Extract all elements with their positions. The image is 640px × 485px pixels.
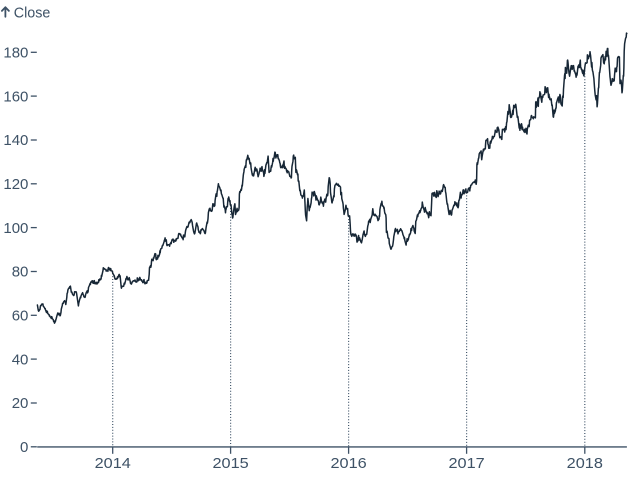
- svg-text:2016: 2016: [331, 455, 367, 472]
- svg-text:20: 20: [12, 395, 29, 412]
- svg-text:2018: 2018: [567, 455, 603, 472]
- svg-text:160: 160: [3, 88, 28, 105]
- svg-text:120: 120: [3, 176, 28, 193]
- svg-text:2017: 2017: [449, 455, 485, 472]
- svg-text:40: 40: [12, 351, 29, 368]
- svg-text:60: 60: [12, 308, 29, 325]
- svg-text:80: 80: [12, 264, 29, 281]
- svg-text:2015: 2015: [213, 455, 249, 472]
- svg-text:180: 180: [3, 45, 28, 62]
- svg-text:0: 0: [20, 439, 28, 456]
- svg-text:100: 100: [3, 220, 28, 237]
- svg-text:Close: Close: [14, 5, 51, 22]
- svg-text:2014: 2014: [95, 455, 131, 472]
- svg-text:140: 140: [3, 132, 28, 149]
